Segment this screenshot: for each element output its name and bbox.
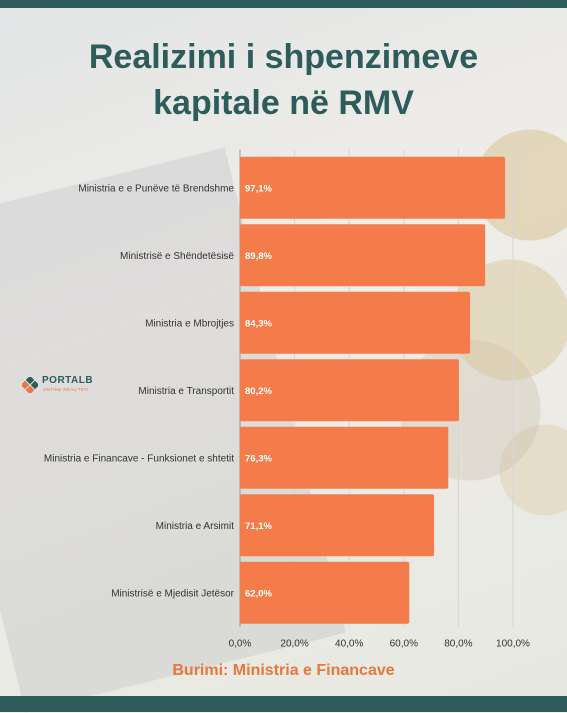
value-label: 62,0% (245, 588, 272, 599)
value-label: 89,8% (245, 251, 272, 262)
source-note: Burimi: Ministria e Financave (172, 662, 395, 679)
title-line-2: kapitale në RMV (153, 84, 414, 122)
x-tick-label: 100,0% (496, 639, 530, 650)
bar (240, 291, 471, 354)
value-label: 76,3% (245, 453, 272, 464)
category-label: Ministria e Arsimit (156, 521, 235, 532)
bar (240, 359, 459, 422)
category-label: Ministria e e Punëve të Brendshme (78, 183, 234, 194)
top-frame-bar (0, 0, 567, 8)
value-label: 97,1% (245, 183, 272, 194)
portalb-logo: PORTALB ONTINE REALITETI (22, 375, 102, 395)
x-tick-label: 80,0% (444, 639, 472, 650)
value-label: 84,3% (245, 318, 272, 329)
category-label: Ministria e Mbrojtjes (145, 318, 234, 329)
bottom-frame-bar (0, 696, 567, 712)
bar-chart: Ministria e e Punëve të Brendshme 97,1% Mi… (44, 150, 530, 650)
x-tick-label: 20,0% (280, 639, 308, 650)
bar (240, 224, 486, 287)
chart-title: Realizimi i shpenzimeve kapitale në RMV (0, 34, 567, 126)
portalb-logo-icon (22, 377, 38, 393)
bar (240, 494, 435, 557)
x-tick-label: 60,0% (390, 639, 418, 650)
bar (240, 156, 506, 219)
category-label: Ministrisë e Mjedisit Jetësor (111, 588, 234, 599)
portalb-logo-tagline: ONTINE REALITETI (43, 387, 89, 392)
x-tick-label: 0,0% (229, 639, 252, 650)
bar (240, 426, 449, 489)
value-label: 80,2% (245, 386, 272, 397)
category-label: Ministria e Transportit (138, 386, 234, 397)
category-label: Ministrisë e Shëndetësisë (120, 251, 234, 262)
category-label: Ministria e Financave - Funksionet e sht… (44, 453, 234, 464)
x-tick-label: 40,0% (335, 639, 363, 650)
portalb-logo-name: PORTALB (42, 375, 94, 386)
title-line-1: Realizimi i shpenzimeve (88, 38, 479, 76)
bar (240, 561, 410, 624)
value-label: 71,1% (245, 521, 272, 532)
